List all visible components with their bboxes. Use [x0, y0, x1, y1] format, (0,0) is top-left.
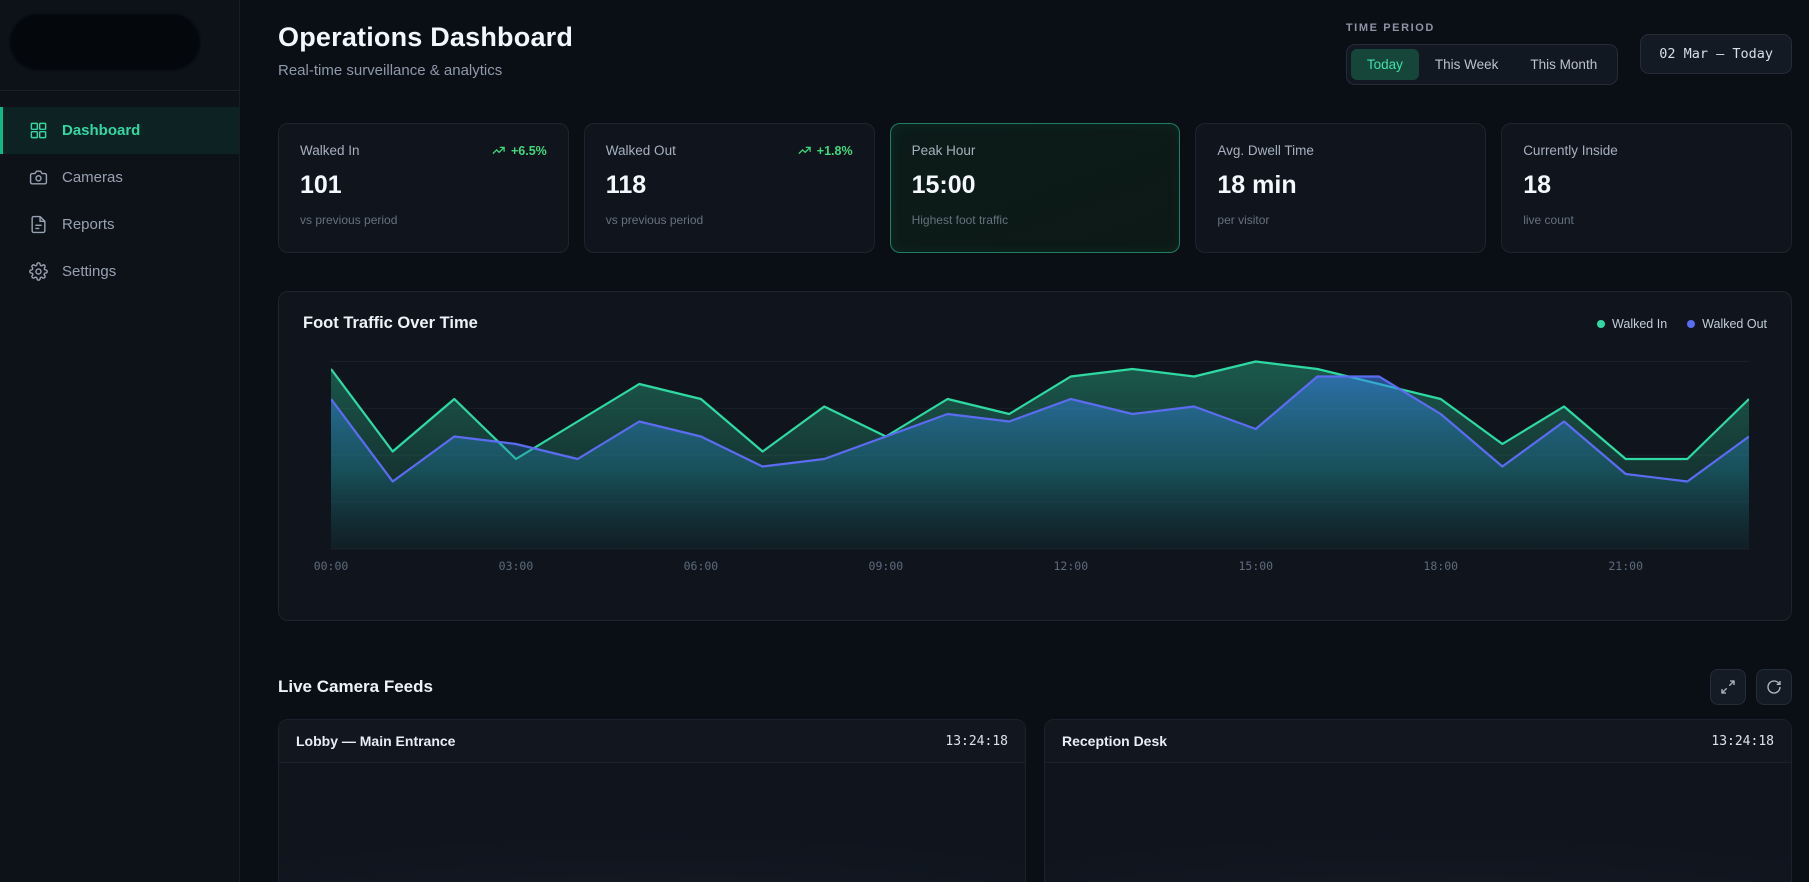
kpi-value: 18 [1523, 171, 1551, 199]
x-tick-label: 09:00 [868, 559, 904, 573]
kpi-label: Currently Inside [1523, 143, 1618, 158]
kpi-value: 118 [605, 171, 647, 199]
expand-icon [1720, 679, 1736, 695]
kpi-row: Walked In +6.5% 101 vs previous period Walke… [278, 123, 1792, 253]
x-tick-label: 03:00 [498, 559, 534, 573]
time-period-option-this-week[interactable]: This Week [1419, 49, 1515, 80]
time-period-option-today[interactable]: Today [1350, 49, 1419, 80]
x-tick-label: 00:00 [313, 559, 349, 573]
sidebar-divider [0, 90, 239, 91]
sidebar-item-label: Dashboard [62, 122, 141, 139]
sidebar-item-label: Cameras [62, 169, 123, 186]
camera-feed-grid: Lobby — Main Entrance 13:24:18 Reception D… [278, 719, 1792, 882]
kpi-value: 18 min [1217, 171, 1297, 199]
kpi-sublabel: Highest foot traffic [911, 213, 1009, 227]
camera-feed-card[interactable]: Reception Desk 13:24:18 [1044, 719, 1792, 882]
grid-icon [29, 121, 48, 140]
trend-icon [491, 143, 506, 158]
kpi-label: Walked In [300, 143, 360, 158]
sidebar-item-settings[interactable]: Settings [0, 248, 239, 295]
refresh-button[interactable] [1756, 669, 1792, 705]
refresh-icon [1766, 679, 1782, 695]
kpi-label: Walked Out [605, 143, 676, 158]
time-period-segmented-control: Today This Week This Month [1345, 44, 1619, 85]
legend-item: Walked Out [1687, 317, 1767, 331]
time-period-label: TIME PERIOD [1345, 22, 1435, 34]
x-tick-label: 12:00 [1053, 559, 1089, 573]
camera-feed-title: Reception Desk [1062, 733, 1168, 749]
camera-feed-video [279, 763, 1025, 882]
kpi-trend-badge: +1.8% [797, 143, 853, 158]
foot-traffic-chart [331, 360, 1749, 550]
sidebar: Dashboard Cameras Reports Settings [0, 0, 240, 882]
sidebar-item-cameras[interactable]: Cameras [0, 154, 239, 201]
gear-icon [29, 262, 48, 281]
camera-section-header: Live Camera Feeds [278, 669, 1792, 705]
report-icon [29, 215, 48, 234]
legend-item: Walked In [1597, 317, 1667, 331]
legend-dot-icon [1597, 319, 1606, 328]
page-header: Operations Dashboard Real-time surveilla… [278, 22, 1792, 85]
sidebar-nav: Dashboard Cameras Reports Settings [0, 107, 239, 295]
kpi-card-walked-out: Walked Out +1.8% 118 vs previous period [583, 123, 875, 253]
kpi-card-peak-hour: Peak Hour 15:00 Highest foot traffic [889, 123, 1181, 253]
kpi-sublabel: live count [1523, 213, 1574, 227]
sidebar-item-reports[interactable]: Reports [0, 201, 239, 248]
page-subtitle: Real-time surveillance & analytics [278, 62, 503, 79]
kpi-label: Peak Hour [911, 143, 976, 158]
kpi-sublabel: per visitor [1217, 213, 1270, 227]
x-tick-label: 15:00 [1238, 559, 1274, 573]
chart-title: Foot Traffic Over Time [303, 314, 478, 332]
kpi-label: Avg. Dwell Time [1217, 143, 1314, 158]
kpi-card-avg-dwell-time: Avg. Dwell Time 18 min per visitor [1195, 123, 1487, 253]
camera-feed-title: Lobby — Main Entrance [296, 733, 456, 749]
time-period-option-this-month[interactable]: This Month [1514, 49, 1613, 80]
x-tick-label: 21:00 [1608, 559, 1643, 573]
sidebar-item-dashboard[interactable]: Dashboard [0, 107, 239, 154]
x-tick-label: 18:00 [1423, 559, 1459, 573]
x-tick-label: 06:00 [683, 559, 719, 573]
camera-feed-video [1045, 763, 1791, 882]
expand-button[interactable] [1710, 669, 1746, 705]
camera-icon [29, 168, 48, 187]
date-range-chip[interactable]: 02 Mar — Today [1640, 33, 1792, 74]
foot-traffic-card: Foot Traffic Over Time Walked In Walked O… [278, 291, 1792, 621]
chart-legend: Walked In Walked Out [1597, 317, 1767, 331]
sidebar-item-label: Settings [62, 263, 117, 280]
kpi-trend-badge: +6.5% [491, 143, 547, 158]
kpi-value: 15:00 [911, 171, 976, 199]
legend-dot-icon [1687, 319, 1696, 328]
kpi-card-currently-inside: Currently Inside 18 live count [1501, 123, 1792, 253]
main-content: Operations Dashboard Real-time surveilla… [240, 0, 1809, 882]
logo-blurred [10, 14, 200, 70]
camera-section-title: Live Camera Feeds [278, 677, 433, 696]
page-title: Operations Dashboard [278, 22, 574, 52]
kpi-sublabel: vs previous period [605, 213, 704, 227]
kpi-sublabel: vs previous period [300, 213, 398, 227]
kpi-value: 101 [300, 171, 342, 199]
trend-icon [797, 143, 812, 158]
sidebar-item-label: Reports [62, 216, 115, 233]
camera-feed-timestamp: 13:24:18 [1711, 733, 1774, 749]
kpi-card-walked-in: Walked In +6.5% 101 vs previous period [278, 123, 569, 253]
chart-x-axis: 00:00 03:00 06:00 09:00 12:00 15:00 18:00 21:00 [314, 559, 1749, 575]
chart-plot-area: 00:00 03:00 06:00 09:00 12:00 15:00 18:00 21:00 [314, 359, 1749, 575]
camera-feed-timestamp: 13:24:18 [945, 733, 1008, 749]
camera-feed-card[interactable]: Lobby — Main Entrance 13:24:18 [278, 719, 1026, 882]
